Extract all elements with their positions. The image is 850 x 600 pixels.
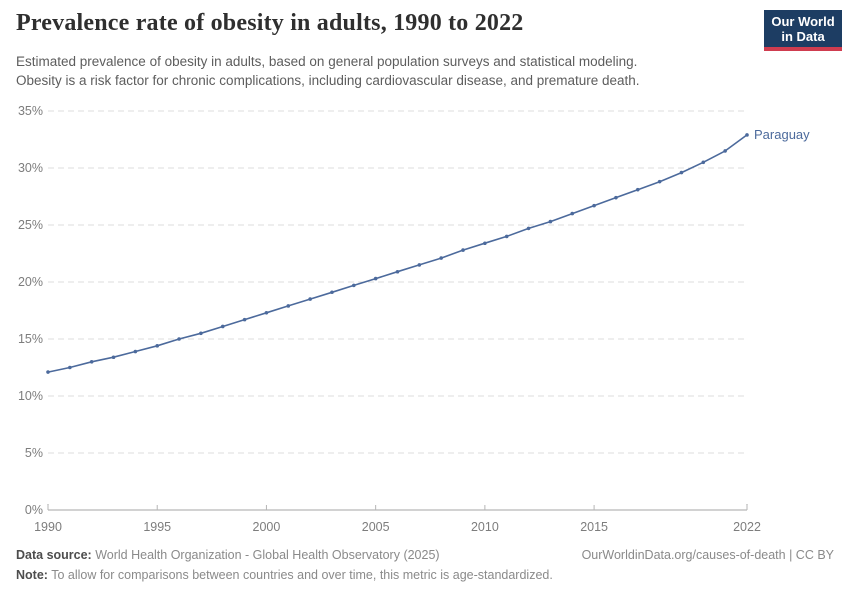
owid-logo-line1: Our World [771, 14, 835, 29]
x-axis-tick-label: 2022 [733, 520, 761, 534]
y-axis-tick-label: 30% [18, 161, 43, 175]
data-source-value: World Health Organization - Global Healt… [91, 548, 440, 562]
x-axis: 1990 1995 2000 2005 2010 2015 2022 [34, 504, 761, 534]
chart-footer: Data source: World Health Organization -… [16, 546, 834, 584]
owid-logo[interactable]: Our World in Data [764, 10, 842, 51]
note-value: To allow for comparisons between countri… [47, 568, 553, 582]
x-axis-tick-label: 2010 [471, 520, 499, 534]
x-axis-tick-label: 2015 [580, 520, 608, 534]
x-axis-tick-label: 2000 [253, 520, 281, 534]
y-axis-tick-label: 0% [25, 503, 43, 517]
data-source-label: Data source: [16, 548, 92, 562]
y-axis-tick-label: 10% [18, 389, 43, 403]
note-label: Note: [16, 568, 48, 582]
chart-subtitle: Estimated prevalence of obesity in adult… [16, 52, 640, 90]
y-axis-tick-label: 5% [25, 446, 43, 460]
owid-license-link[interactable]: OurWorldinData.org/causes-of-death | CC … [581, 548, 834, 562]
x-axis-tick-label: 2005 [362, 520, 390, 534]
y-axis-tick-label: 15% [18, 332, 43, 346]
chart-subtitle-line1: Estimated prevalence of obesity in adult… [16, 54, 638, 69]
chart-title: Prevalence rate of obesity in adults, 19… [16, 10, 524, 36]
note-text: Note: To allow for comparisons between c… [16, 566, 834, 584]
x-axis-tick-label: 1990 [34, 520, 62, 534]
chart-subtitle-line2: Obesity is a risk factor for chronic com… [16, 73, 640, 88]
owid-logo-line2: in Data [781, 29, 825, 44]
line-chart-canvas[interactable]: 0% 5% 10% 15% 20% 25% 30% 35% 1990 1995 2000 2005 20… [0, 100, 850, 540]
y-grid: 0% 5% 10% 15% 20% 25% 30% 35% [18, 104, 747, 517]
paraguay-series-line[interactable]: Paraguay [46, 127, 810, 374]
y-axis-tick-label: 25% [18, 218, 43, 232]
paraguay-series-label[interactable]: Paraguay [754, 127, 810, 142]
x-axis-tick-label: 1995 [143, 520, 171, 534]
y-axis-tick-label: 35% [18, 104, 43, 118]
y-axis-tick-label: 20% [18, 275, 43, 289]
data-source-text: Data source: World Health Organization -… [16, 546, 440, 564]
